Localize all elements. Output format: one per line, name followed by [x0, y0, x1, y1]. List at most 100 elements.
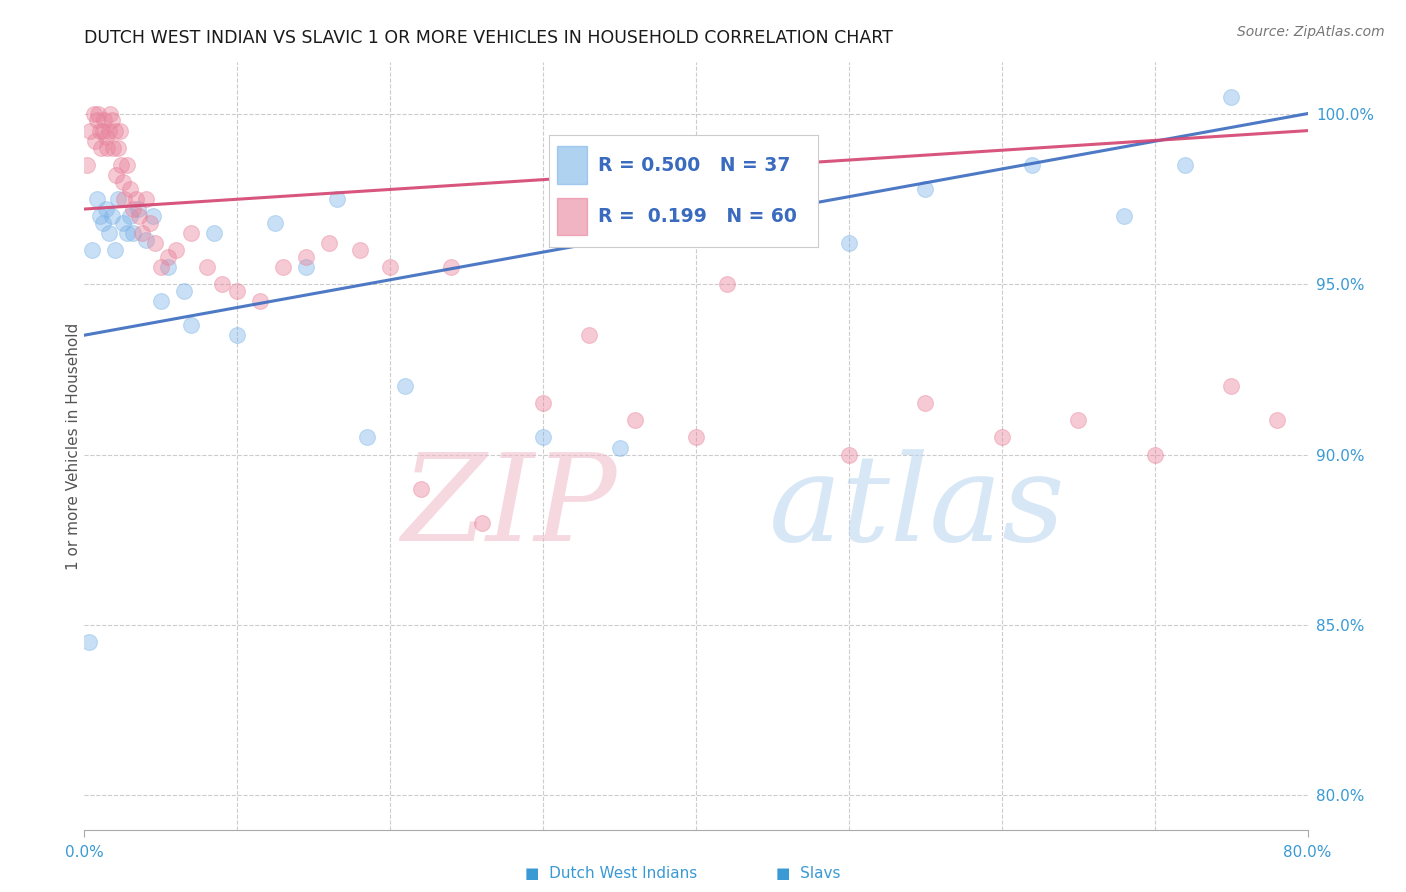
Point [97, 123, 120, 137]
Point [271, 260, 294, 274]
Point [101, 113, 124, 128]
Point [94, 130, 117, 145]
Point [79, 123, 101, 137]
Point [716, 277, 738, 291]
Point [264, 216, 287, 230]
Point [120, 209, 142, 223]
Point [89, 209, 111, 223]
Text: ■  Dutch West Indians: ■ Dutch West Indians [526, 866, 697, 881]
Point [295, 260, 318, 274]
Point [112, 192, 135, 206]
Point [394, 379, 416, 393]
Y-axis label: 1 or more Vehicles in Household: 1 or more Vehicles in Household [66, 322, 80, 570]
Point [122, 202, 145, 216]
Point [111, 216, 134, 230]
Point [609, 441, 631, 455]
Point [104, 123, 127, 137]
Text: Source: ZipAtlas.com: Source: ZipAtlas.com [1237, 25, 1385, 39]
Point [83, 106, 105, 120]
Point [226, 284, 249, 298]
Point [86, 192, 108, 206]
Point [685, 192, 707, 206]
Point [380, 260, 402, 274]
Point [107, 192, 129, 206]
Point [107, 141, 129, 155]
Text: atlas: atlas [769, 449, 1066, 566]
Point [295, 250, 318, 264]
Point [349, 243, 371, 257]
Point [356, 430, 378, 444]
Point [143, 236, 166, 251]
Point [89, 123, 111, 137]
Point [195, 260, 218, 274]
Point [471, 516, 494, 530]
Point [84, 134, 107, 148]
Point [409, 482, 432, 496]
Point [1067, 413, 1090, 427]
Point [108, 123, 131, 137]
Text: ■  Slavs: ■ Slavs [776, 866, 841, 881]
Point [165, 243, 187, 257]
Point [125, 192, 148, 206]
Point [180, 318, 202, 332]
Point [685, 430, 707, 444]
Point [97, 226, 120, 240]
Point [142, 209, 165, 223]
Point [318, 236, 340, 251]
Point [104, 243, 127, 257]
Point [76, 158, 98, 172]
Point [96, 141, 118, 155]
Point [440, 260, 463, 274]
Point [149, 294, 172, 309]
Point [93, 113, 115, 128]
Point [211, 277, 233, 291]
Point [86, 113, 108, 128]
Point [1265, 413, 1288, 427]
Point [131, 226, 153, 240]
Point [1174, 158, 1197, 172]
Point [1220, 379, 1243, 393]
Point [531, 430, 554, 444]
Point [115, 226, 138, 240]
Point [91, 123, 114, 137]
Point [135, 233, 157, 247]
Point [77, 635, 100, 649]
Point [98, 106, 121, 120]
Text: DUTCH WEST INDIAN VS SLAVIC 1 OR MORE VEHICLES IN HOUSEHOLD CORRELATION CHART: DUTCH WEST INDIAN VS SLAVIC 1 OR MORE VE… [84, 29, 893, 47]
Point [624, 413, 647, 427]
Point [531, 396, 554, 410]
Point [325, 192, 347, 206]
Point [139, 216, 162, 230]
Point [115, 158, 138, 172]
Point [173, 284, 195, 298]
Point [180, 226, 202, 240]
Point [94, 202, 117, 216]
Point [1114, 209, 1136, 223]
Point [202, 226, 225, 240]
Point [578, 328, 600, 343]
Point [90, 141, 112, 155]
Point [149, 260, 172, 274]
Point [120, 181, 142, 195]
Point [914, 181, 936, 195]
Point [135, 192, 157, 206]
Point [87, 106, 110, 120]
Point [103, 141, 125, 155]
Point [80, 243, 103, 257]
Point [111, 175, 134, 189]
Text: ZIP: ZIP [401, 449, 616, 566]
Point [838, 448, 860, 462]
Point [249, 294, 271, 309]
Point [1021, 158, 1043, 172]
Point [101, 209, 124, 223]
Point [110, 158, 132, 172]
Point [1143, 448, 1166, 462]
Point [838, 236, 860, 251]
Point [91, 216, 114, 230]
Point [991, 430, 1014, 444]
Point [226, 328, 249, 343]
Point [157, 260, 180, 274]
Point [122, 226, 145, 240]
Point [1220, 89, 1243, 103]
Point [128, 209, 150, 223]
